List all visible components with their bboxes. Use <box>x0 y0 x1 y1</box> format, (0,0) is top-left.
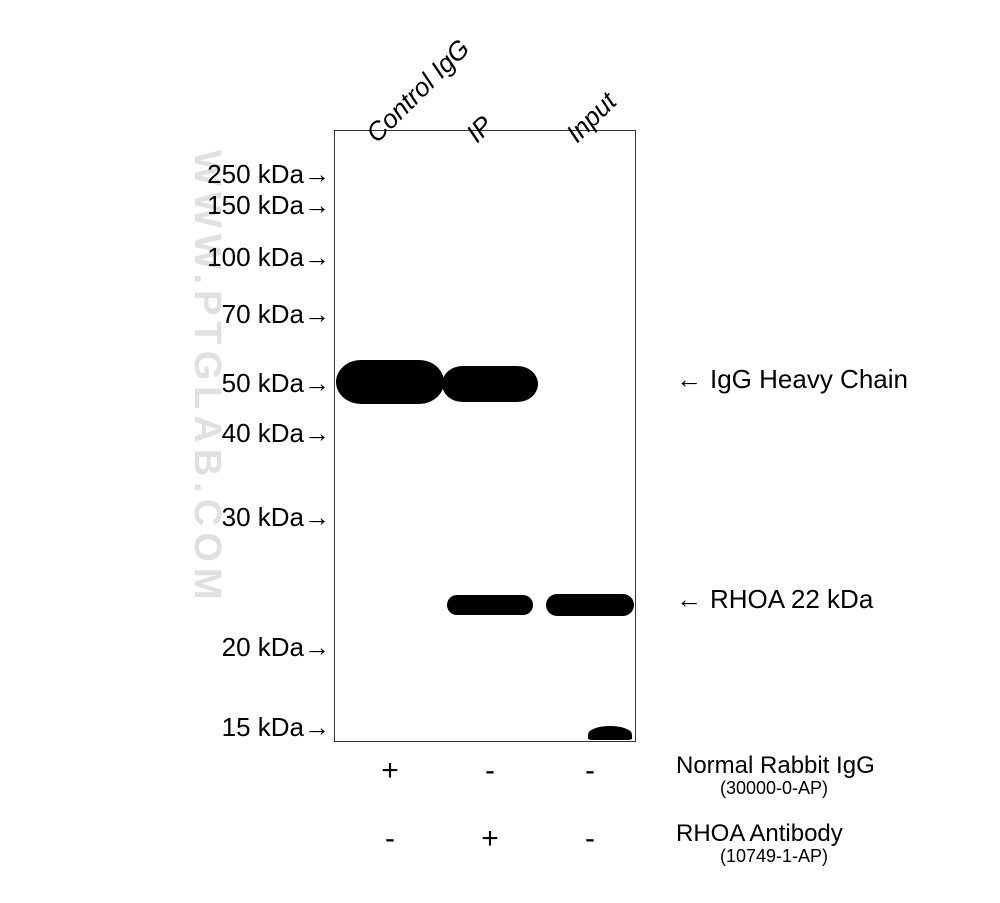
band-label-text: IgG Heavy Chain <box>710 364 908 394</box>
arrow-right-icon <box>304 632 330 662</box>
arrow-left-icon <box>676 364 702 394</box>
condition-label: Normal Rabbit IgG <box>676 752 875 780</box>
band-ip-igg_heavy <box>442 366 538 402</box>
band-label-rhoa: RHOA 22 kDa <box>676 584 873 615</box>
condition-value: - <box>575 822 605 856</box>
condition-label: RHOA Antibody <box>676 820 843 848</box>
mw-marker: 70 kDa <box>150 299 330 330</box>
band-control_igg-igg_heavy <box>336 360 444 404</box>
band-input-rhoa <box>546 594 634 616</box>
mw-marker-label: 50 kDa <box>222 368 304 398</box>
band-ip-rhoa <box>447 595 533 615</box>
condition-value: - <box>575 754 605 788</box>
condition-sublabel: (30000-0-AP) <box>720 778 828 799</box>
condition-value: + <box>375 754 405 788</box>
mw-marker-label: 15 kDa <box>222 712 304 742</box>
condition-value: + <box>475 822 505 856</box>
mw-marker-label: 30 kDa <box>222 502 304 532</box>
band-input <box>588 726 632 740</box>
mw-marker: 40 kDa <box>150 418 330 449</box>
arrow-right-icon <box>304 502 330 532</box>
mw-marker-label: 40 kDa <box>222 418 304 448</box>
arrow-right-icon <box>304 368 330 398</box>
arrow-right-icon <box>304 418 330 448</box>
mw-marker-label: 250 kDa <box>207 159 304 189</box>
figure-canvas: WWW.PTGLAB.COM Control IgGIPInput 250 kD… <box>0 0 1000 903</box>
mw-marker: 250 kDa <box>150 159 330 190</box>
condition-value: - <box>475 754 505 788</box>
mw-marker: 15 kDa <box>150 712 330 743</box>
arrow-right-icon <box>304 242 330 272</box>
arrow-right-icon <box>304 299 330 329</box>
band-label-igg_heavy: IgG Heavy Chain <box>676 364 908 395</box>
band-label-text: RHOA 22 kDa <box>710 584 873 614</box>
arrow-left-icon <box>676 584 702 614</box>
mw-marker-label: 70 kDa <box>222 299 304 329</box>
condition-value: - <box>375 822 405 856</box>
blot-frame <box>334 130 636 742</box>
mw-marker-label: 150 kDa <box>207 190 304 220</box>
mw-marker: 100 kDa <box>150 242 330 273</box>
mw-marker-label: 20 kDa <box>222 632 304 662</box>
mw-marker: 50 kDa <box>150 368 330 399</box>
arrow-right-icon <box>304 159 330 189</box>
mw-marker-label: 100 kDa <box>207 242 304 272</box>
mw-marker: 20 kDa <box>150 632 330 663</box>
mw-marker: 30 kDa <box>150 502 330 533</box>
arrow-right-icon <box>304 712 330 742</box>
arrow-right-icon <box>304 190 330 220</box>
mw-marker: 150 kDa <box>150 190 330 221</box>
condition-sublabel: (10749-1-AP) <box>720 846 828 867</box>
